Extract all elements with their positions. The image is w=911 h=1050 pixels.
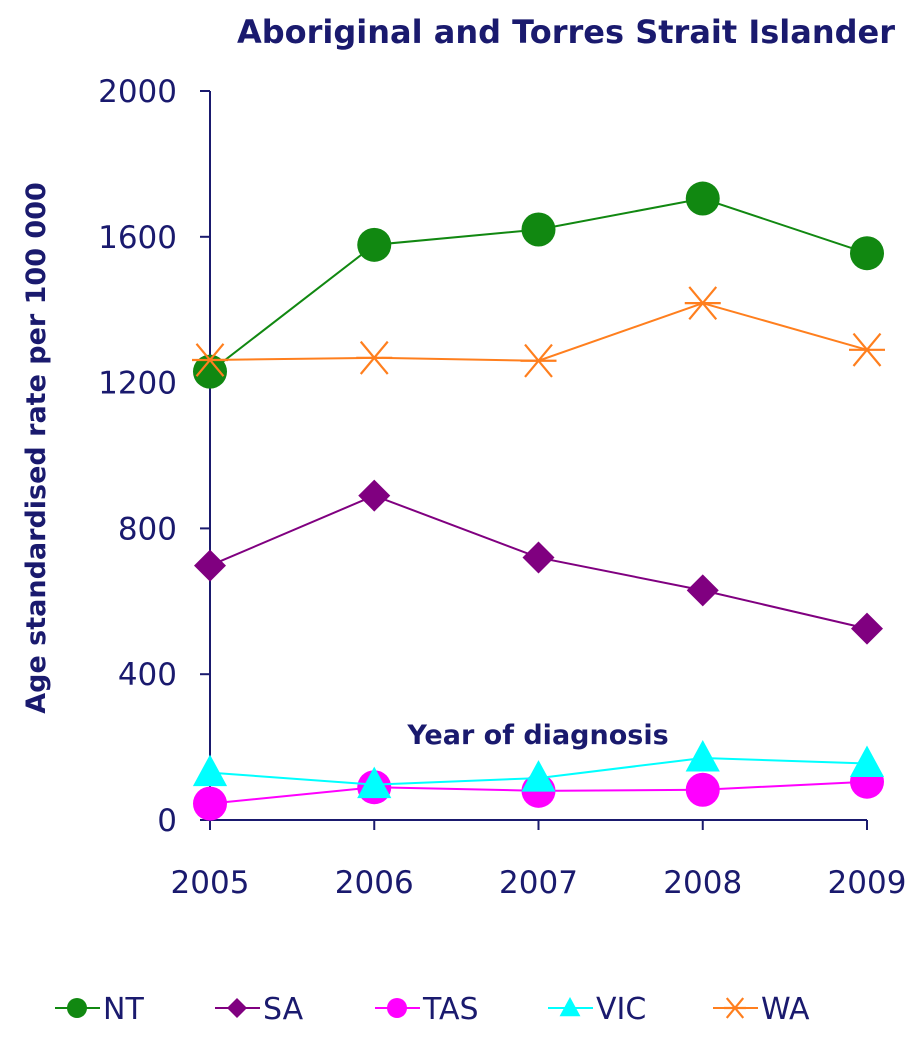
data-point-tas (685, 772, 720, 807)
series-vic (192, 740, 885, 799)
axes: 0 400 800 1200 1600 2000 2005 2006 2007 2008 2009 (98, 74, 906, 901)
y-tick-label: 400 (118, 657, 177, 693)
data-point-wa (684, 286, 721, 321)
data-point-sa (194, 549, 226, 582)
legend-item-nt: NT (55, 992, 144, 1027)
x-tick-label: 2008 (663, 865, 742, 901)
data-point-vic (192, 754, 228, 787)
legend-label-nt: NT (103, 992, 144, 1027)
data-point-nt (521, 212, 556, 247)
y-tick-label: 1200 (98, 366, 177, 402)
legend-marker-wa (724, 997, 746, 1019)
data-point-sa (686, 574, 719, 607)
series-layer (192, 181, 885, 821)
legend-item-sa: SA (215, 992, 304, 1027)
data-point-wa (356, 340, 393, 375)
data-point-sa (522, 541, 555, 574)
data-point-vic (685, 740, 720, 772)
x-axis-title: Year of diagnosis (406, 720, 668, 751)
legend-label-wa: WA (761, 992, 810, 1027)
series-wa (192, 286, 885, 378)
legend-marker-nt (67, 998, 87, 1018)
y-tick-label: 0 (157, 803, 177, 839)
legend-item-tas: TAS (375, 992, 479, 1027)
data-point-nt (850, 236, 884, 271)
x-tick-label: 2007 (499, 865, 578, 901)
legend-marker-vic (559, 997, 581, 1017)
legend-label-sa: SA (263, 992, 304, 1027)
data-point-vic (521, 760, 556, 792)
data-point-wa (849, 332, 885, 367)
data-point-wa (520, 343, 557, 378)
series-sa (194, 479, 883, 645)
data-point-vic (849, 745, 885, 778)
data-point-wa (192, 343, 228, 377)
series-nt (193, 181, 884, 389)
data-point-nt (685, 181, 720, 216)
data-point-sa (358, 479, 391, 512)
legend-item-wa: WA (713, 992, 810, 1027)
chart-title: Aboriginal and Torres Strait Islander (237, 13, 895, 51)
y-tick-label: 800 (118, 511, 177, 547)
legend-label-tas: TAS (422, 992, 479, 1027)
y-tick-label: 1600 (98, 220, 177, 256)
data-point-sa (851, 612, 883, 645)
data-point-vic (357, 766, 392, 799)
legend: NT SA TAS VIC WA (55, 992, 810, 1027)
legend-label-vic: VIC (596, 992, 646, 1027)
x-tick-label: 2009 (828, 865, 907, 901)
legend-marker-sa (227, 998, 247, 1018)
data-point-nt (193, 354, 227, 389)
series-line-wa (209, 302, 868, 362)
y-tick-label: 2000 (98, 74, 177, 110)
data-point-nt (357, 227, 392, 262)
x-tick-label: 2005 (171, 865, 250, 901)
x-tick-label: 2006 (335, 865, 414, 901)
legend-item-vic: VIC (548, 992, 646, 1027)
y-axis-title: Age standardised rate per 100 000 (21, 182, 52, 714)
data-point-tas (193, 786, 227, 821)
legend-marker-tas (387, 998, 407, 1018)
